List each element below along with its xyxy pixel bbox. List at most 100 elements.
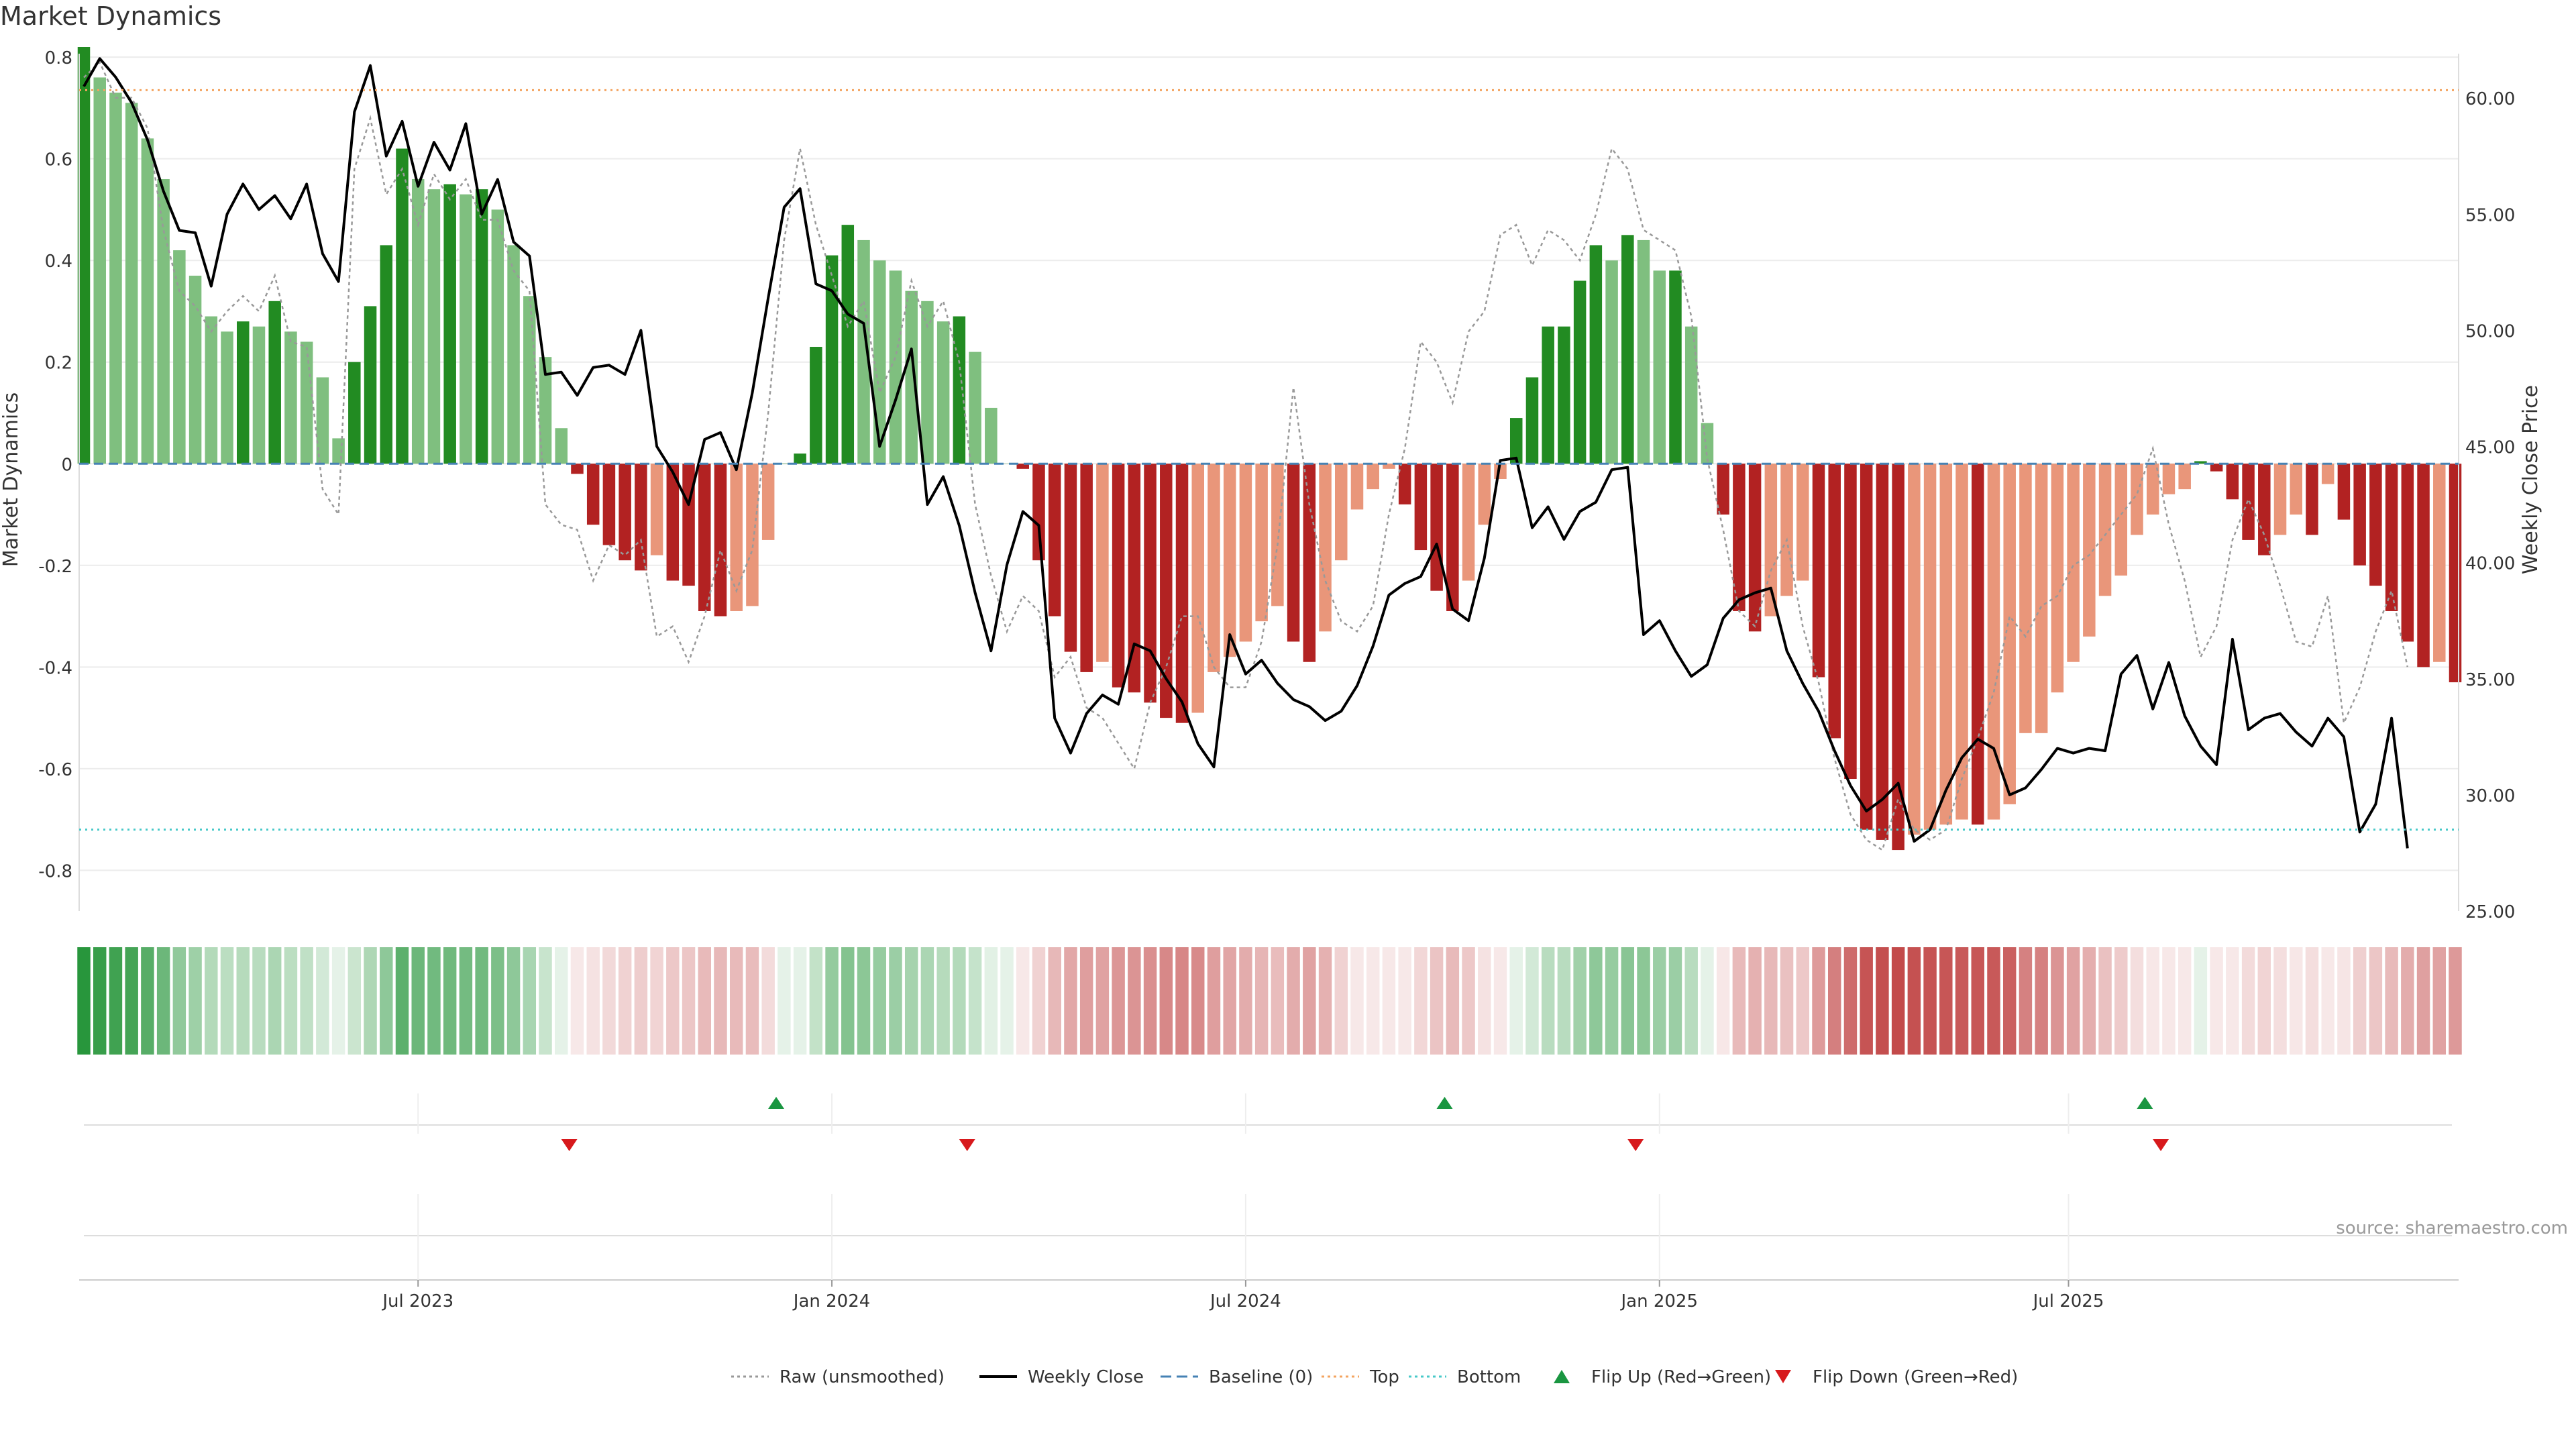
bar	[173, 250, 186, 464]
heat-cell	[1589, 947, 1603, 1055]
bar	[1144, 464, 1157, 703]
heat-cell	[953, 947, 966, 1055]
heat-cell	[1239, 947, 1252, 1055]
x-tick-label: Jul 2025	[2032, 1291, 2104, 1311]
axes-layer: -0.8 -0.6 -0.4 -0.2 0 0.2 0.4 0.6 0.8 25.00 30.00 3…	[0, 48, 2542, 922]
bar	[2337, 464, 2351, 520]
bar	[1684, 326, 1698, 464]
heat-cell	[1557, 947, 1571, 1055]
heat-cell	[1334, 947, 1348, 1055]
y-right-tick-label: 55.00	[2465, 205, 2515, 225]
heat-cell	[825, 947, 839, 1055]
bar	[2242, 464, 2255, 540]
heat-cell	[1987, 947, 2000, 1055]
bar	[205, 316, 218, 464]
bar	[1509, 418, 1523, 464]
heat-cell	[2241, 947, 2255, 1055]
bar	[189, 275, 202, 464]
bar	[1287, 464, 1300, 642]
bar	[1478, 464, 1491, 525]
heat-cell	[1764, 947, 1778, 1055]
bar	[157, 178, 170, 464]
heat-cell	[602, 947, 616, 1055]
bar	[2369, 464, 2382, 586]
heat-cell	[284, 947, 298, 1055]
heat-cell	[156, 947, 170, 1055]
heat-cell	[2416, 947, 2430, 1055]
heat-cell	[1923, 947, 1937, 1055]
bar	[761, 464, 775, 540]
bar	[109, 93, 122, 464]
bar	[2385, 464, 2398, 611]
bar	[1923, 464, 1937, 830]
bar	[2417, 464, 2430, 667]
bar	[2401, 464, 2414, 642]
lines-layer	[83, 57, 2409, 852]
heat-cell	[2273, 947, 2287, 1055]
bar	[507, 245, 520, 464]
heat-cell	[1876, 947, 1889, 1055]
bar	[1350, 464, 1364, 510]
x-tick-label: Jul 2024	[1209, 1291, 1281, 1311]
flip-down-marker	[1627, 1139, 1644, 1151]
bar	[2019, 464, 2032, 733]
heat-cell	[2098, 947, 2112, 1055]
bar	[1717, 464, 1729, 515]
heat-cell	[2449, 947, 2462, 1055]
heat-cell	[1128, 947, 1141, 1055]
heat-cell	[1271, 947, 1285, 1055]
bar	[1398, 464, 1411, 504]
legend-item: Baseline (0)	[1161, 1367, 1313, 1387]
x-tick-label: Jul 2023	[381, 1291, 453, 1311]
heat-cell	[2066, 947, 2080, 1055]
heat-cell	[1366, 947, 1380, 1055]
heat-cell	[1207, 947, 1221, 1055]
heat-cell	[555, 947, 568, 1055]
bar	[1175, 464, 1189, 723]
bar	[1939, 464, 1953, 825]
heat-cell	[1907, 947, 1921, 1055]
bar	[2210, 464, 2223, 472]
heat-cell	[873, 947, 886, 1055]
heat-cell	[2401, 947, 2414, 1055]
heat-cell	[1000, 947, 1014, 1055]
heat-cell	[2353, 947, 2367, 1055]
heat-cell	[650, 947, 663, 1055]
bar	[666, 464, 680, 581]
y-right-tick-label: 60.00	[2465, 89, 2515, 109]
heat-cell	[2337, 947, 2351, 1055]
bar	[1096, 464, 1109, 662]
heat-cell	[1016, 947, 1030, 1055]
heat-cell	[1398, 947, 1411, 1055]
bar	[2449, 464, 2462, 683]
y-right-tick-label: 45.00	[2465, 438, 2515, 458]
y-tick-label: -0.2	[38, 557, 72, 577]
legend-item: Flip Up (Red→Green)	[1554, 1367, 1771, 1387]
bar	[1589, 245, 1603, 464]
x-tick-label: Jan 2025	[1620, 1291, 1699, 1311]
legend-item: Bottom	[1409, 1367, 1521, 1387]
heat-cell	[2226, 947, 2239, 1055]
heat-cell	[634, 947, 648, 1055]
flip-up-marker	[1436, 1097, 1453, 1109]
heat-cell	[1796, 947, 1810, 1055]
bar	[1208, 464, 1220, 672]
bar	[1796, 464, 1809, 581]
bar	[77, 47, 91, 464]
legend-swatch	[1775, 1370, 1791, 1383]
bar	[2321, 464, 2334, 484]
bar	[539, 357, 552, 464]
legend-label: Baseline (0)	[1209, 1367, 1313, 1387]
legend-label: Bottom	[1457, 1367, 1521, 1387]
heat-cell	[347, 947, 362, 1055]
heat-cell	[1701, 947, 1714, 1055]
bar	[985, 407, 998, 464]
source-note: source: sharemaestro.com	[2336, 1218, 2568, 1238]
bar	[364, 306, 377, 464]
heat-cell	[1095, 947, 1110, 1055]
heat-cell	[1860, 947, 1873, 1055]
heat-cell	[427, 947, 441, 1055]
x-axis: Jul 2023 Jan 2024 Jul 2024 Jan 2025 Jul 2025	[79, 1093, 2459, 1311]
heat-cell	[1971, 947, 1984, 1055]
